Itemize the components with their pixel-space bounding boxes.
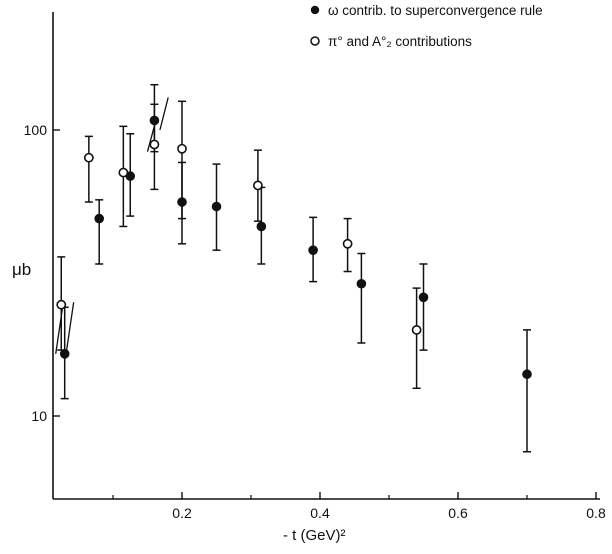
tie-lines [55, 97, 169, 354]
legend: ω contrib. to superconvergence rule π° a… [310, 3, 543, 49]
data-points [56, 115, 532, 380]
data-point-omega [94, 213, 104, 224]
data-point-pi [83, 152, 94, 163]
data-point-omega [356, 278, 367, 289]
data-point-omega [149, 115, 160, 126]
data-point-pi [342, 238, 353, 249]
data-point-pi [411, 325, 422, 335]
y-tick-label: 10 [31, 408, 47, 424]
legend-marker-pi [310, 36, 320, 46]
x-tick-label: 0.2 [172, 505, 192, 521]
data-point-pi [177, 143, 187, 154]
legend-label-pi: π° and A°₂ contributions [328, 34, 472, 49]
data-point-pi [252, 180, 263, 191]
x-axis-label: - t (GeV)² [283, 527, 346, 544]
data-point-omega [308, 245, 318, 255]
data-point-omega [418, 292, 429, 303]
error-bars [57, 83, 531, 453]
data-point-pi [118, 167, 129, 178]
tie-line [65, 302, 75, 354]
data-point-omega [177, 197, 187, 207]
data-point-omega [211, 201, 222, 212]
data-point-pi [149, 139, 160, 150]
data-point-omega [256, 221, 267, 232]
axes [52, 12, 600, 500]
x-tick-label: 0.8 [586, 505, 606, 521]
y-tick-label: 100 [24, 122, 48, 138]
data-point-omega [59, 348, 70, 359]
y-axis-label: μb [12, 260, 31, 279]
legend-marker-omega [310, 5, 320, 15]
data-point-omega [522, 369, 532, 380]
legend-label-omega: ω contrib. to superconvergence rule [328, 3, 543, 18]
ticks: 0.2 0.4 0.6 0.8 10 100 [24, 122, 606, 521]
tie-line [159, 97, 169, 131]
tie-line [55, 302, 64, 354]
x-tick-label: 0.6 [448, 505, 468, 521]
data-point-pi [56, 299, 67, 310]
x-tick-label: 0.4 [310, 505, 330, 521]
